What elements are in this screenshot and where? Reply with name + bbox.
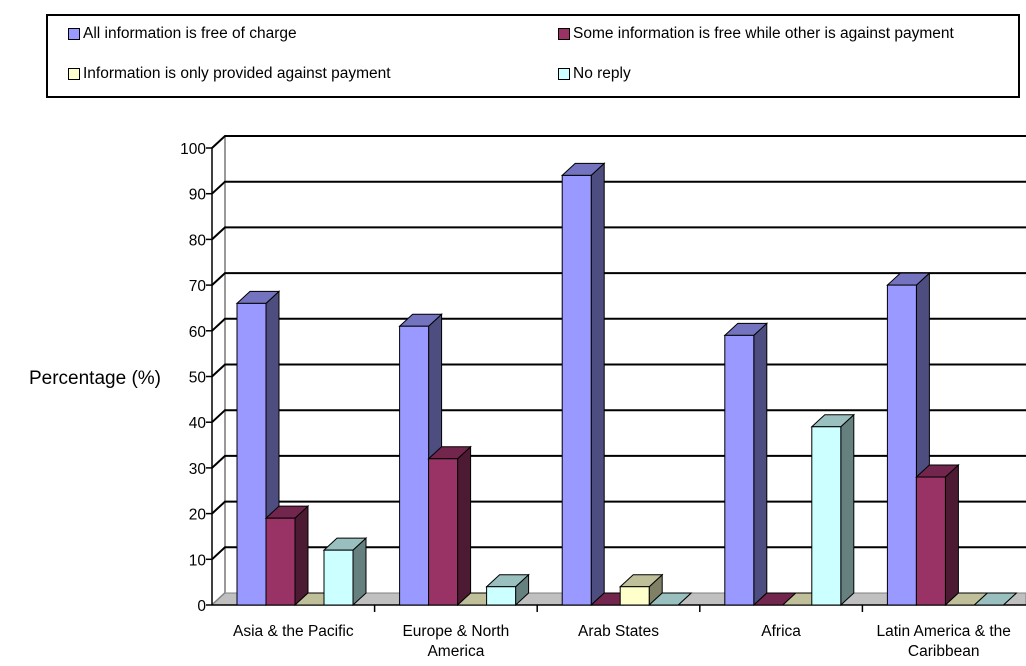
legend-item-mixed: Some information is free while other is … xyxy=(558,25,954,43)
bar xyxy=(886,284,917,606)
bar-top xyxy=(973,592,1018,606)
legend-item-paid: Information is only provided against pay… xyxy=(68,65,391,83)
bar xyxy=(428,458,459,606)
legend-label-paid: Information is only provided against pay… xyxy=(83,65,391,82)
bar-side xyxy=(840,413,855,607)
x-tick-label: America xyxy=(427,643,484,660)
bar xyxy=(265,517,296,606)
bar xyxy=(915,476,946,606)
legend-label-free: All information is free of charge xyxy=(83,25,297,42)
y-tick-label: 80 xyxy=(189,232,207,249)
gridline xyxy=(211,317,1026,332)
y-tick-label: 50 xyxy=(189,370,207,387)
gridline xyxy=(211,180,1026,195)
legend-item-noreply: No reply xyxy=(558,65,631,83)
y-tick-label: 30 xyxy=(189,461,207,478)
y-tick-label: 100 xyxy=(180,141,206,158)
x-tick-label: Arab States xyxy=(578,623,659,640)
y-tick-label: 70 xyxy=(189,278,207,295)
y-tick-label: 20 xyxy=(189,507,207,524)
bar xyxy=(399,325,430,606)
bar-side xyxy=(294,505,309,607)
chart-legend: All information is free of charge Some i… xyxy=(46,14,1020,98)
y-tick-label: 60 xyxy=(189,324,207,341)
legend-swatch-mixed xyxy=(558,28,570,40)
x-tick-label: Africa xyxy=(761,623,801,640)
bar-top xyxy=(647,592,693,606)
bar-side xyxy=(753,322,768,607)
legend-swatch-free xyxy=(68,28,80,40)
x-tick-label: Asia & the Pacific xyxy=(233,623,354,640)
bar-side xyxy=(590,162,605,607)
y-axis-title: Percentage (%) xyxy=(29,368,161,389)
bar-side xyxy=(944,463,959,607)
legend-item-free: All information is free of charge xyxy=(68,25,297,43)
legend-swatch-paid xyxy=(68,68,80,80)
gridline xyxy=(211,272,1026,286)
bar xyxy=(236,302,267,606)
bar xyxy=(323,549,354,606)
bar xyxy=(561,174,592,606)
y-tick-label: 10 xyxy=(189,552,207,569)
y-tick-label: 90 xyxy=(189,187,207,204)
legend-label-mixed: Some information is free while other is … xyxy=(573,25,954,42)
bar xyxy=(619,586,650,606)
gridline xyxy=(211,226,1026,241)
x-tick-label: Europe & North xyxy=(402,623,509,640)
x-tick-label: Caribbean xyxy=(908,643,980,660)
x-tick-label: Latin America & the xyxy=(876,623,1010,640)
legend-label-noreply: No reply xyxy=(573,65,631,82)
legend-swatch-noreply xyxy=(558,68,570,80)
gridline xyxy=(211,135,1026,149)
bar xyxy=(811,426,842,606)
y-tick-label: 40 xyxy=(189,415,207,432)
y-tick-label: 0 xyxy=(197,598,206,615)
bar-side xyxy=(457,445,472,607)
bar xyxy=(724,334,755,606)
bar xyxy=(486,586,517,606)
